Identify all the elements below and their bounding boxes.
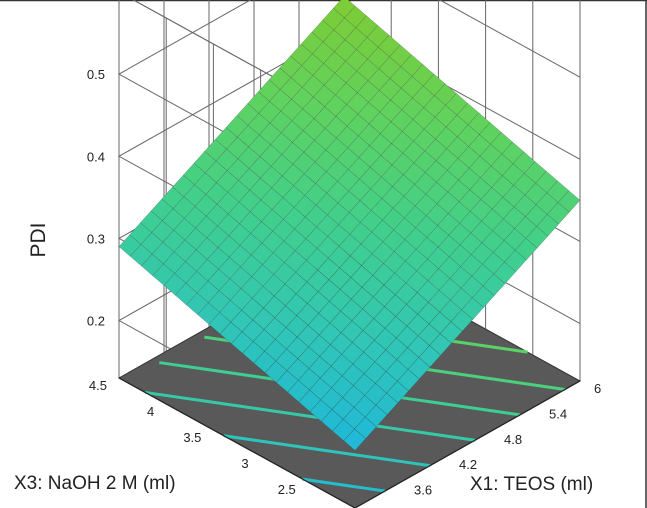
- x-tick-label: 5.4: [549, 406, 567, 421]
- floor-front-edge: [118, 377, 581, 508]
- z-tick-label: 0.2: [87, 314, 105, 329]
- z-tick-label: 0.5: [87, 67, 105, 82]
- z-tick-label: 0.4: [87, 149, 105, 164]
- floor-contour-line: [145, 390, 476, 442]
- wall-grid-line: [438, 0, 581, 78]
- response-surface: [118, 0, 581, 508]
- x-tick-label: 4.2: [459, 457, 477, 472]
- x-tick-label: 4.8: [504, 432, 522, 447]
- y-tick-label: 3.5: [183, 430, 201, 445]
- y-tick-label: 3: [241, 456, 248, 471]
- x-tick-label: 3.6: [414, 483, 432, 498]
- y-tick-label: 4.5: [89, 378, 107, 393]
- z-axis-label: PDI: [27, 222, 50, 257]
- floor-contour-line: [302, 477, 386, 493]
- z-tick-label: 0.3: [87, 231, 105, 246]
- tick-labels: 0.20.30.40.50.633.64.24.85.4622.533.544.…: [87, 67, 601, 498]
- y-tick-label: 2.5: [278, 482, 296, 497]
- floor-contour-line: [223, 434, 431, 468]
- y-tick-label: 4: [147, 404, 154, 419]
- y-axis-label: X3: NaOH 2 M (ml): [14, 473, 176, 494]
- surface-cell: [343, 428, 366, 451]
- x-tick-label: 6: [594, 381, 601, 396]
- x-axis-label: X1: TEOS (ml): [470, 474, 593, 495]
